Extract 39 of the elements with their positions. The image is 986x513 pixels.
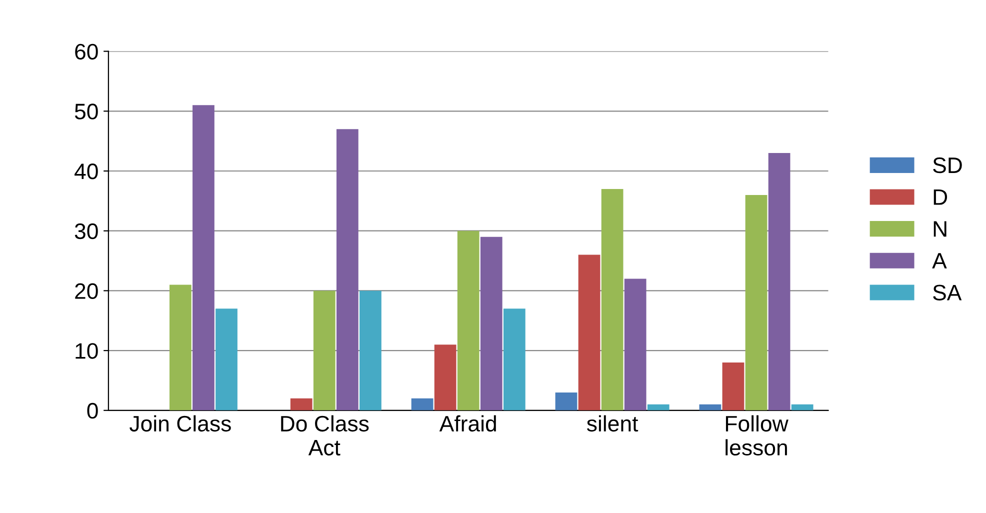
bar [411,398,434,410]
x-tick-label: Follow lesson [726,415,788,456]
y-tick-label: 20 [75,283,98,299]
legend-label: SD [933,157,962,174]
bar [169,284,192,410]
x-tick-label: silent [586,415,638,432]
x-tick-label: Join Class [130,415,231,432]
bar [457,230,480,410]
y-tick-label: 0 [87,402,98,419]
y-tick-label: 60 [75,44,98,60]
bar [601,188,624,410]
bar [745,194,768,410]
bar [624,278,646,410]
y-tick-label: 10 [76,343,98,359]
bar [768,153,790,410]
bar [578,254,600,410]
bar [699,404,722,410]
bar [336,129,358,410]
legend-label: D [934,189,948,205]
legend-label: A [932,253,947,268]
legend-label: N [934,221,946,237]
bar [434,344,456,410]
bar [722,362,744,410]
y-tick-label: 40 [74,164,98,180]
bar [480,236,502,410]
bar [216,308,238,410]
x-tick-label: Do Class Act [281,415,369,456]
y-tick-label: 30 [74,223,98,240]
legend-label: SA [933,284,962,300]
bar [192,105,214,410]
bar [647,404,670,410]
bar [360,290,382,410]
bar [290,398,312,410]
bar [791,404,814,410]
bar [313,290,336,410]
bar [555,392,578,410]
x-tick-label: Afraid [439,415,496,432]
bar [503,308,526,410]
y-tick-label: 50 [74,104,98,120]
